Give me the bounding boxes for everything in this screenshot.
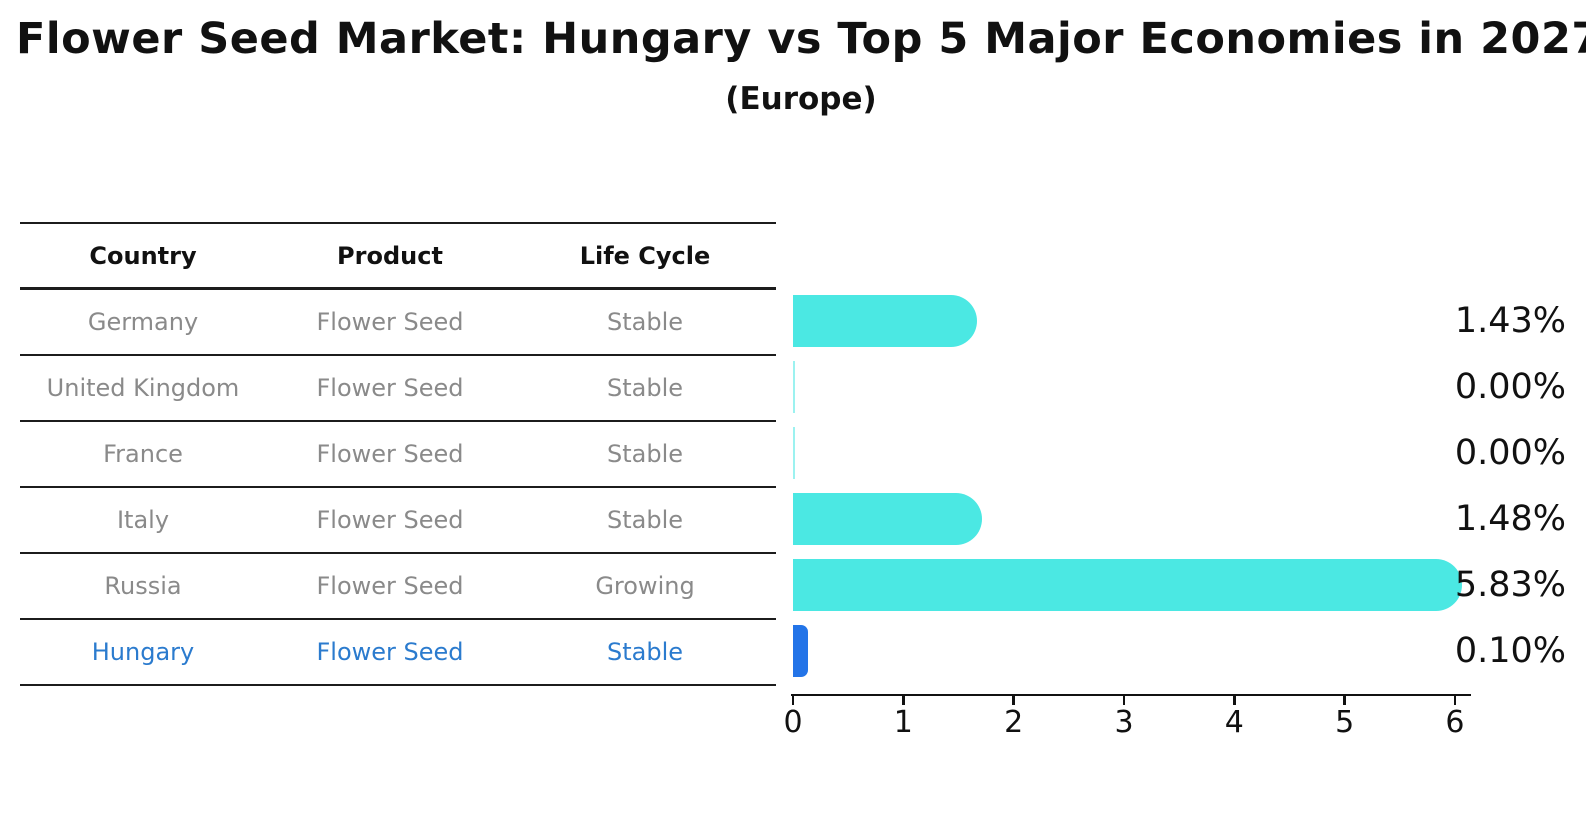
table-row-hungary: Hungary Flower Seed Stable xyxy=(20,620,776,686)
country-cell: United Kingdom xyxy=(46,374,240,402)
x-axis-tick-label-1: 1 xyxy=(893,705,913,740)
table-header-row: Country Product Life Cycle xyxy=(20,224,776,290)
x-axis-tick-label-4: 4 xyxy=(1224,705,1244,740)
value-label-france: 0.00% xyxy=(1454,433,1566,473)
x-axis-tick-label-5: 5 xyxy=(1335,705,1355,740)
life-cycle-cell: Stable xyxy=(606,638,684,666)
table-row-france: France Flower Seed Stable xyxy=(20,422,776,488)
life-cycle-cell: Stable xyxy=(606,440,684,468)
bar-france xyxy=(793,427,796,479)
x-axis-tick-label-2: 2 xyxy=(1004,705,1024,740)
value-label-united-kingdom: 0.00% xyxy=(1454,367,1566,407)
x-axis-tick-6 xyxy=(1453,696,1457,705)
x-axis xyxy=(791,694,1471,697)
product-cell: Flower Seed xyxy=(316,506,464,534)
product-cell: Flower Seed xyxy=(316,440,464,468)
x-axis-tick-3 xyxy=(1122,696,1126,705)
x-axis-tick-4 xyxy=(1233,696,1236,705)
table-body: Germany Flower Seed Stable United Kingdom Fl… xyxy=(20,290,776,686)
country-cell: Hungary xyxy=(91,638,195,666)
bar-hungary xyxy=(793,625,809,677)
life-cycle-cell: Stable xyxy=(606,506,684,534)
product-cell: Flower Seed xyxy=(316,308,464,336)
value-label-russia: 5.83% xyxy=(1454,565,1566,605)
country-cell: Russia xyxy=(104,572,182,600)
x-axis-tick-5 xyxy=(1343,696,1346,705)
header-cell-country: Country xyxy=(89,241,197,270)
header-cell-product: Product xyxy=(337,241,443,270)
product-cell: Flower Seed xyxy=(316,638,464,666)
product-cell: Flower Seed xyxy=(316,572,464,600)
life-cycle-cell: Growing xyxy=(595,572,695,600)
chart-subtitle: (Europe) xyxy=(725,81,877,117)
bar-italy xyxy=(793,493,983,545)
x-axis-tick-2 xyxy=(1012,696,1015,705)
bar-united-kingdom xyxy=(793,361,796,413)
country-cell: Italy xyxy=(116,506,170,534)
chart-title: Flower Seed Market: Hungary vs Top 5 Maj… xyxy=(16,14,1586,64)
life-cycle-cell: Stable xyxy=(606,308,684,336)
bar-russia xyxy=(793,559,1463,611)
value-label-hungary: 0.10% xyxy=(1454,631,1566,671)
info-table: Country Product Life Cycle Germany Flower… xyxy=(20,222,776,686)
table-row-italy: Italy Flower Seed Stable xyxy=(20,488,776,554)
table-row-russia: Russia Flower Seed Growing xyxy=(20,554,776,620)
country-cell: Germany xyxy=(87,308,199,336)
country-cell: France xyxy=(103,440,183,468)
table-row-germany: Germany Flower Seed Stable xyxy=(20,290,776,356)
table-row-united-kingdom: United Kingdom Flower Seed Stable xyxy=(20,356,776,422)
value-label-germany: 1.43% xyxy=(1454,301,1566,341)
bar-germany xyxy=(793,295,977,347)
product-cell: Flower Seed xyxy=(316,374,464,402)
x-axis-tick-label-0: 0 xyxy=(783,705,803,740)
x-axis-tick-label-6: 6 xyxy=(1445,705,1465,740)
value-label-italy: 1.48% xyxy=(1454,499,1566,539)
x-axis-tick-label-3: 3 xyxy=(1114,705,1134,740)
life-cycle-cell: Stable xyxy=(606,374,684,402)
x-axis-tick-0 xyxy=(791,696,795,705)
header-cell-life-cycle: Life Cycle xyxy=(579,241,711,270)
x-axis-tick-1 xyxy=(902,696,905,705)
